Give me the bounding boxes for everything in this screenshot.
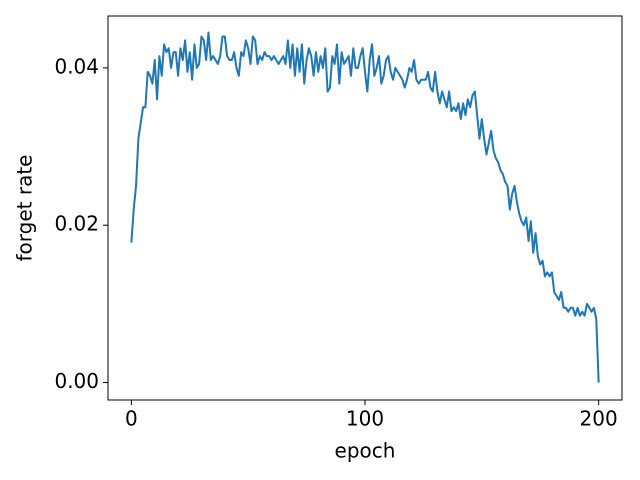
x-axis-label: epoch [335, 439, 396, 463]
x-tick-label: 0 [125, 407, 138, 431]
y-axis-label: forget rate [13, 155, 37, 262]
data-line [130, 31, 600, 383]
axes-frame [107, 15, 623, 401]
x-tick-label: 200 [580, 407, 618, 431]
y-tick-label: 0.00 [54, 369, 99, 393]
y-tick-label: 0.04 [54, 54, 99, 78]
x-tick-label: 100 [346, 407, 384, 431]
y-tick-label: 0.02 [54, 212, 99, 236]
